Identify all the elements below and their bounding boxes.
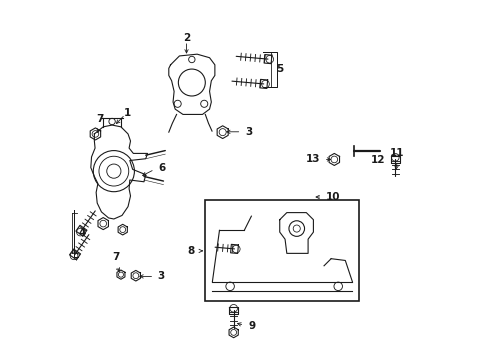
Text: 11: 11 <box>390 148 405 158</box>
Text: 12: 12 <box>371 155 386 165</box>
Text: 3: 3 <box>158 271 165 282</box>
Text: 13: 13 <box>306 154 320 165</box>
Text: 7: 7 <box>112 252 120 262</box>
Text: 8: 8 <box>187 246 195 256</box>
Text: 7: 7 <box>96 114 103 124</box>
Text: 1: 1 <box>123 108 131 118</box>
Text: 10: 10 <box>326 192 341 202</box>
Bar <box>205 200 360 301</box>
Text: 3: 3 <box>245 127 252 137</box>
Text: 4: 4 <box>79 228 86 238</box>
Text: 6: 6 <box>159 163 166 172</box>
Text: 5: 5 <box>276 64 283 75</box>
Text: 2: 2 <box>183 33 190 43</box>
Text: 9: 9 <box>248 321 256 331</box>
